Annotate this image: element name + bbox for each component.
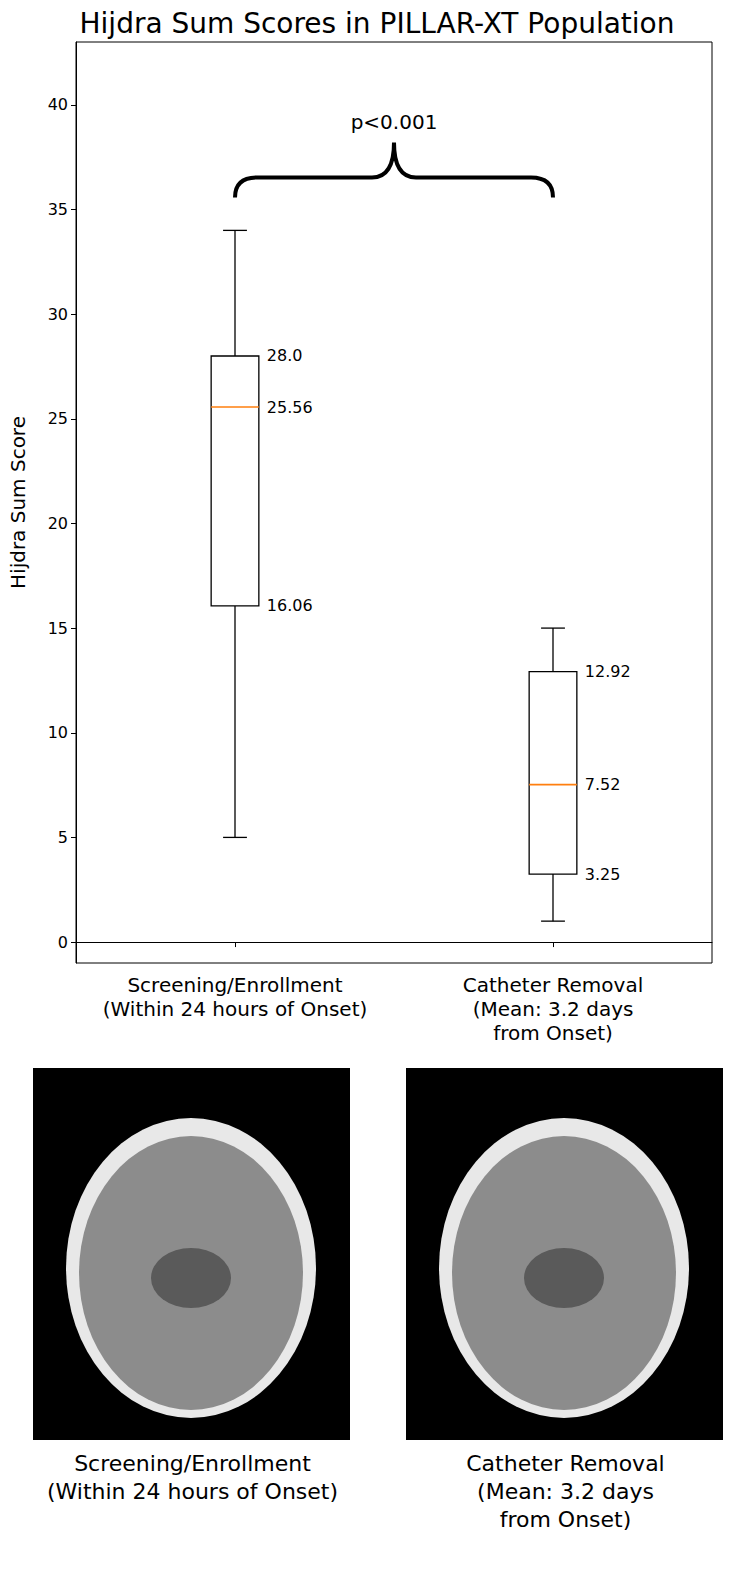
- svg-text:12.92: 12.92: [585, 662, 631, 681]
- svg-text:10: 10: [48, 723, 68, 742]
- svg-text:28.0: 28.0: [267, 346, 303, 365]
- svg-text:Hijdra Sum Score: Hijdra Sum Score: [6, 416, 30, 589]
- svg-text:(Within 24 hours of Onset): (Within 24 hours of Onset): [103, 997, 368, 1021]
- svg-text:5: 5: [58, 828, 68, 847]
- svg-text:30: 30: [48, 305, 68, 324]
- svg-text:40: 40: [48, 95, 68, 114]
- svg-text:15: 15: [48, 619, 68, 638]
- svg-text:(Mean: 3.2 days: (Mean: 3.2 days: [473, 997, 634, 1021]
- svg-text:0: 0: [58, 933, 68, 952]
- svg-text:16.06: 16.06: [267, 596, 313, 615]
- html-text:Catheter Removal (Mean: 3.2 da: Catheter Removal (Mean: 3.2 days from On…: [466, 1451, 665, 1532]
- svg-text:7.52: 7.52: [585, 775, 621, 794]
- svg-text:20: 20: [48, 514, 68, 533]
- svg-text:25.56: 25.56: [267, 398, 313, 417]
- svg-text:p<0.001: p<0.001: [351, 110, 438, 134]
- svg-text:3.25: 3.25: [585, 865, 621, 884]
- svg-text:Catheter Removal: Catheter Removal: [463, 973, 643, 997]
- svg-text:from Onset): from Onset): [493, 1021, 613, 1045]
- svg-text:Hijdra Sum Scores in PILLAR-XT: Hijdra Sum Scores in PILLAR-XT Populatio…: [80, 7, 675, 40]
- svg-text:Screening/Enrollment: Screening/Enrollment: [127, 973, 342, 997]
- svg-text:35: 35: [48, 200, 68, 219]
- svg-text:25: 25: [48, 409, 68, 428]
- html-text:Screening/Enrollment (Within 2: Screening/Enrollment (Within 24 hours of…: [47, 1451, 338, 1504]
